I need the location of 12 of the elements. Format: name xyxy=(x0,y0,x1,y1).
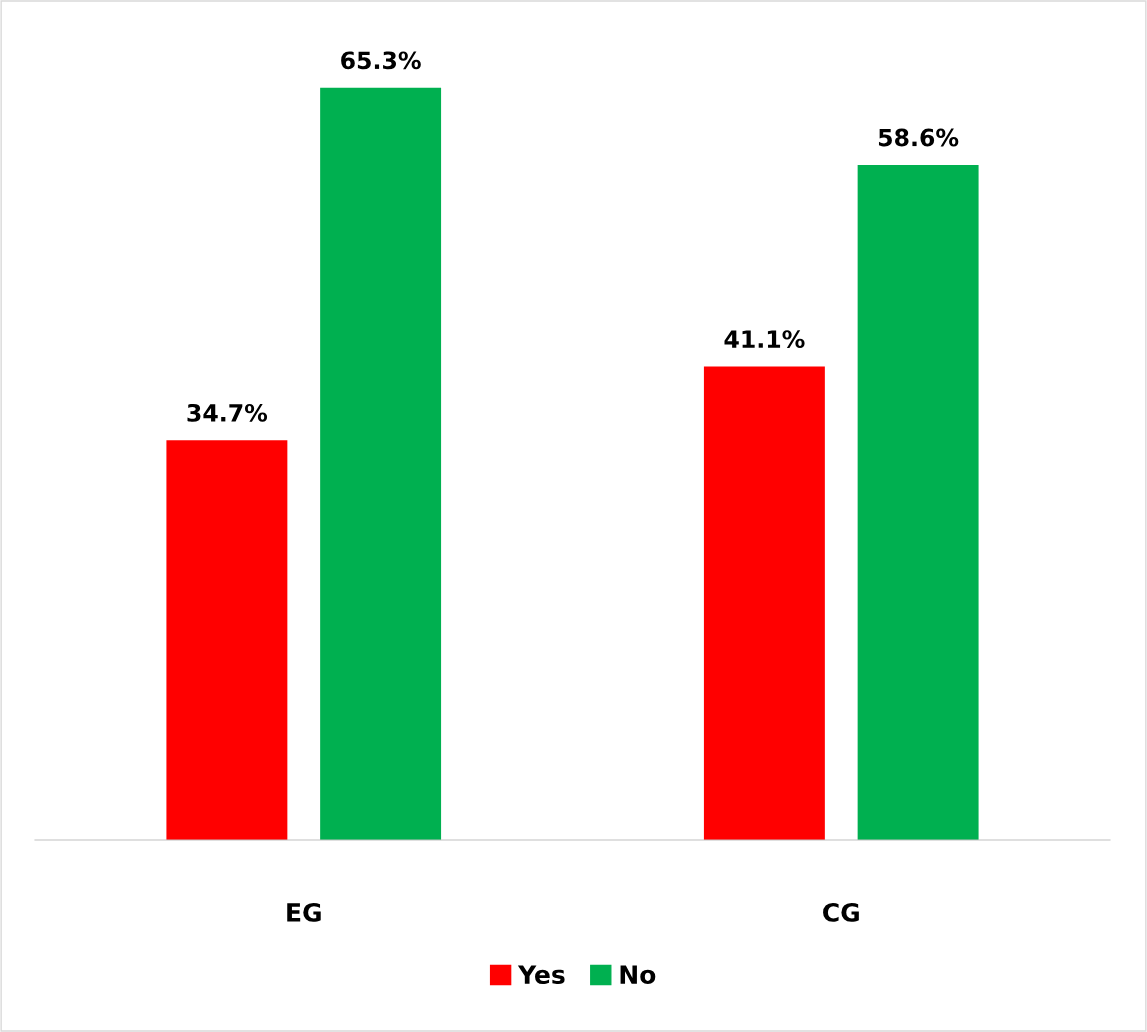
data-label: 58.6% xyxy=(878,128,959,147)
bar xyxy=(703,366,825,840)
legend-label: No xyxy=(620,965,656,985)
data-label: 65.3% xyxy=(341,51,421,70)
bar xyxy=(166,440,288,840)
bar xyxy=(320,87,442,840)
bar xyxy=(857,164,979,840)
legend-label: Yes xyxy=(517,965,565,985)
data-label: 41.1% xyxy=(724,330,805,349)
x-tick-label: CG xyxy=(823,902,859,922)
x-tick-label: EG xyxy=(287,902,321,922)
data-label: 34.7% xyxy=(187,403,268,422)
